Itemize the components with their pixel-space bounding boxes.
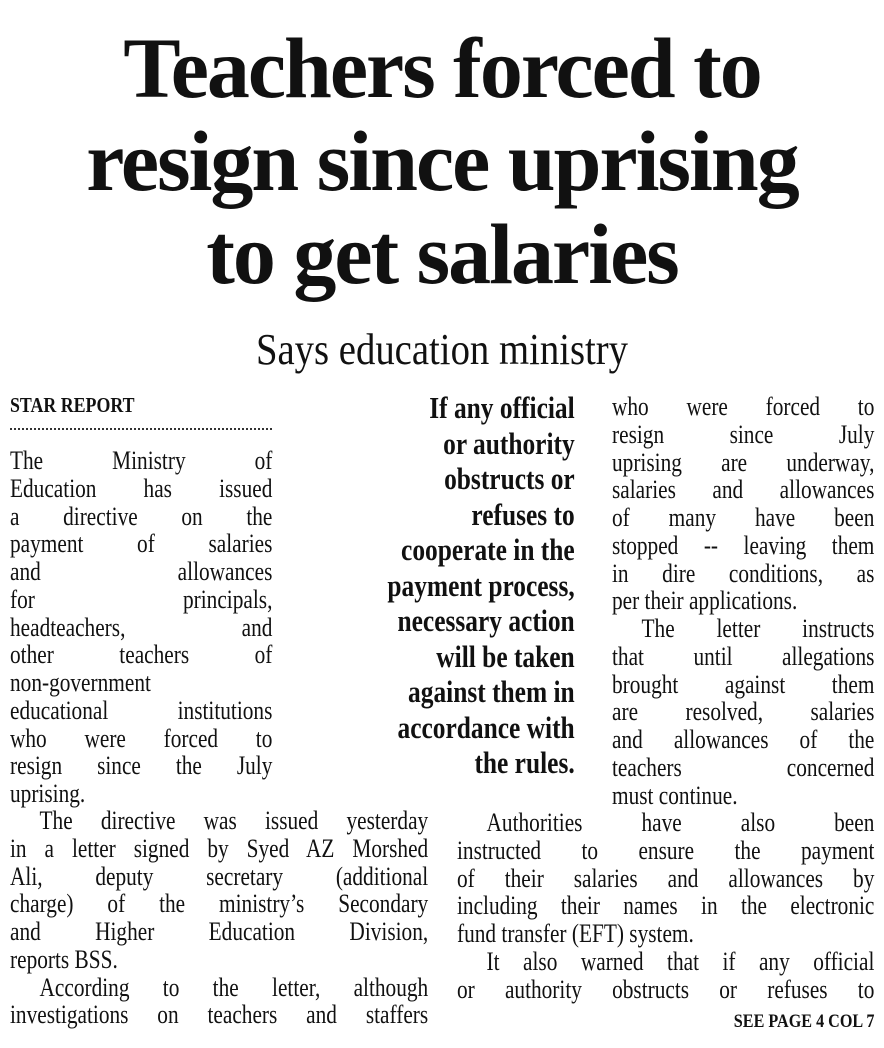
text-line: It also warned that if any official [486,946,875,976]
text-line: salaries and allowances [612,475,875,505]
text-line: uprising are underway, [612,447,875,477]
text-line: non-government [10,668,151,697]
text-line: must continue. [612,780,738,810]
text-line: The Ministry of [10,446,273,475]
pull-quote-line: If any official [429,390,575,425]
text-line: that until allegations [612,641,875,671]
dotted-divider [10,428,272,430]
text-line: or authority obstructs or refuses to [457,974,875,1004]
text-line: including their names in the electronic [457,891,875,921]
pull-quote-line: payment process, [387,567,575,603]
pull-quote-line: cooperate in the [401,532,575,567]
text-line: The directive was issued yesterday [39,806,429,835]
text-line: According to the letter, although [39,972,429,1002]
text-line: resign since July [612,419,875,449]
text-line: headteachers, and [10,612,273,642]
headline: Teachers forced to resign since uprising… [0,22,884,301]
paragraph: The Ministry of Education has issued a dir… [10,447,272,808]
paragraph: The directive was issued yesterday in a l… [10,807,428,974]
text-line: The letter instructs [641,614,875,643]
pull-quote-line: will be taken [436,638,575,674]
text-line: and Higher Education Division, [10,917,429,946]
text-line: uprising. [10,779,86,808]
column-right-bottom: Authorities have also been instructed to … [457,809,874,1003]
text-line: a directive on the [10,501,273,531]
text-line: and allowances of the [612,725,875,754]
text-line: of their salaries and allowances by [457,863,875,893]
text-line: are resolved, salaries [612,697,875,727]
column-left-top: The Ministry of Education has issued a dir… [10,447,272,808]
text-line: Ali, deputy secretary (additional [10,861,429,891]
text-line: and allowances [10,557,273,586]
headline-line: Teachers forced to [123,20,763,116]
paragraph: It also warned that if any official or au… [457,946,875,1004]
text-line: Authorities have also been [486,808,875,837]
column-right-top: who were forced to resign since July upris… [612,393,874,809]
text-line: in a letter signed by Syed AZ Morshed [10,833,429,863]
pull-quote-line: necessary action [397,603,575,638]
paragraph: who were forced to resign since July upris… [612,393,874,615]
text-line: instructed to ensure the payment [457,835,875,865]
text-line: reports BSS. [10,944,118,974]
text-line: educational institutions [10,695,273,725]
text-line: per their applications. [612,586,798,616]
text-line: Education has issued [10,473,273,503]
headline-line: to get salaries [206,206,680,302]
column-left-bottom: The directive was issued yesterday in a l… [10,807,428,1029]
text-line: charge) of the ministry’s Secondary [10,889,429,919]
pull-quote: If any official or authority obstructs or r… [300,390,575,781]
pull-quote-line: accordance with [397,709,575,745]
paragraph: Authorities have also been instructed to … [457,809,874,948]
headline-line: resign since uprising [86,113,799,209]
byline: STAR REPORT [10,393,135,417]
continued-on-page-link[interactable]: SEE PAGE 4 COL 7 [733,1011,874,1032]
text-line: payment of salaries [10,529,273,559]
paragraph: According to the letter, although investi… [10,972,429,1030]
pull-quote-line: obstructs or [444,461,575,496]
pull-quote-line: or authority [443,425,575,461]
pull-quote-line: against them in [408,674,575,709]
text-line: fund transfer (EFT) system. [457,919,694,948]
text-line: other teachers of [10,640,273,670]
text-line: for principals, [10,584,273,614]
paragraph: The letter instructs that until allegatio… [612,615,874,809]
text-line: of many have been [612,503,875,532]
text-line: who were forced to [10,723,273,753]
text-line: investigations on teachers and staffers [10,1000,429,1030]
pull-quote-line: refuses to [471,496,575,532]
text-line: resign since the July [10,751,273,781]
text-line: in dire conditions, as [612,558,875,588]
pull-quote-line: the rules. [474,745,575,780]
text-line: brought against them [612,669,875,699]
subheadline: Says education ministry [255,325,629,374]
text-line: teachers concerned [612,752,875,782]
text-line: who were forced to [612,392,875,421]
text-line: stopped -- leaving them [612,530,875,560]
